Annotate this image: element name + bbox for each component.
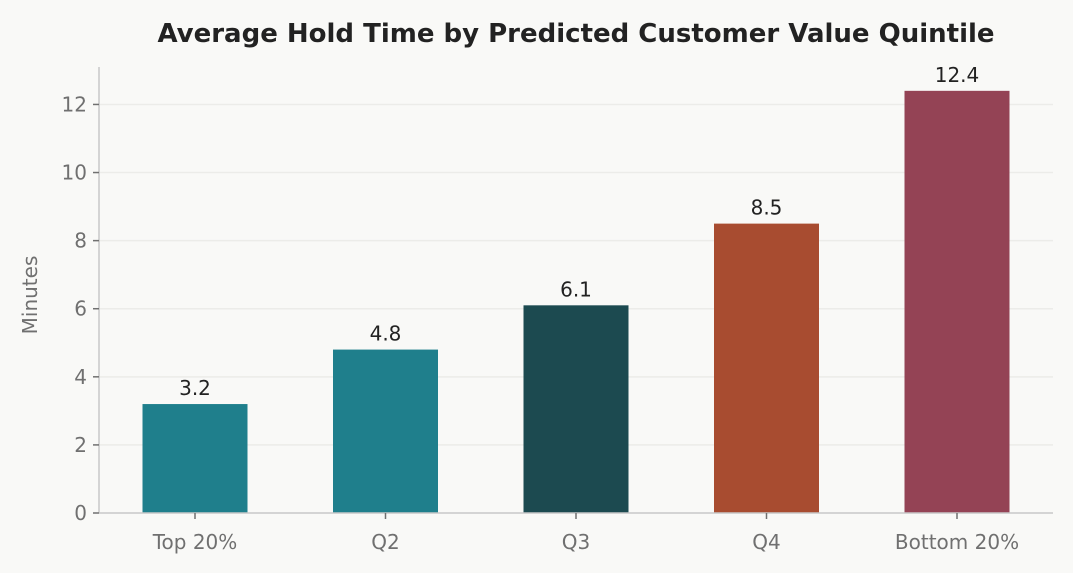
- y-tick-label: 0: [74, 501, 87, 525]
- y-tick-label: 4: [74, 365, 87, 389]
- x-tick-label: Top 20%: [152, 530, 238, 554]
- bar-value-label: 8.5: [751, 196, 783, 220]
- bar-value-label: 12.4: [935, 63, 980, 87]
- bar-value-label: 6.1: [560, 277, 592, 301]
- y-tick-label: 6: [74, 297, 87, 321]
- bar-value-label: 3.2: [179, 376, 211, 400]
- bar-q3: [523, 305, 629, 513]
- x-tick-label: Q4: [752, 530, 780, 554]
- x-tick-label: Bottom 20%: [895, 530, 1019, 554]
- bar-top-20: [142, 404, 248, 513]
- data-labels: 3.2 4.8 6.1 8.5 12.4: [179, 63, 979, 400]
- bar-bottom-20: [904, 90, 1010, 513]
- y-axis-title: Minutes: [18, 256, 42, 335]
- chart-title: Average Hold Time by Predicted Customer …: [157, 19, 994, 49]
- x-tick-label: Q2: [371, 530, 399, 554]
- axes: 0 2 4 6 8 10 12 Top 20% Q2 Q3 Q4 Bottom 20%: [62, 67, 1053, 554]
- y-tick-label: 2: [74, 433, 87, 457]
- y-tick-label: 10: [62, 161, 87, 185]
- x-tick-label: Q3: [562, 530, 590, 554]
- y-tick-label: 8: [74, 229, 87, 253]
- bars: [142, 90, 1010, 513]
- bar-q4: [714, 223, 819, 513]
- y-tick-label: 12: [62, 92, 87, 116]
- bar-value-label: 4.8: [370, 322, 402, 346]
- bar-q2: [333, 349, 438, 513]
